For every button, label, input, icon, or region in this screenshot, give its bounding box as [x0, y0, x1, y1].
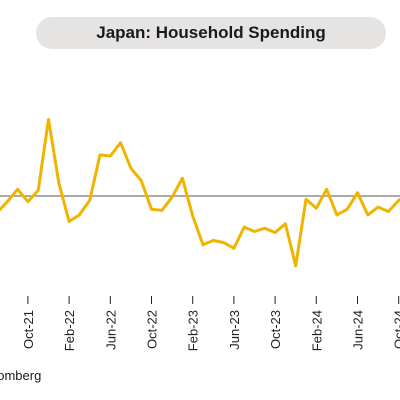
data-point [294, 264, 297, 268]
data-point [397, 199, 400, 202]
data-point [191, 214, 194, 218]
data-point [222, 241, 225, 244]
data-point [26, 200, 30, 203]
data-point [6, 200, 9, 203]
data-point [273, 231, 277, 234]
data-point [170, 195, 174, 199]
data-point [47, 118, 50, 121]
data-point [16, 188, 19, 191]
data-point [335, 213, 339, 217]
data-point [150, 208, 153, 211]
data-point [387, 210, 390, 213]
data-point [98, 153, 102, 157]
data-point [346, 208, 349, 211]
data-point [376, 205, 380, 209]
x-tick-label: Feb-24 [309, 310, 324, 351]
data-point [315, 207, 318, 210]
x-tick-label: Jun-23 [227, 310, 242, 350]
data-point [304, 198, 308, 201]
data-point [119, 141, 122, 144]
x-tick-label: Oct-23 [268, 310, 283, 349]
data-point [109, 154, 112, 158]
data-point [37, 189, 40, 192]
data-point [181, 177, 184, 180]
x-tick-label: Oct-21 [21, 310, 36, 349]
series-line [0, 117, 400, 268]
data-point [232, 246, 236, 250]
data-point [88, 199, 91, 202]
chart-title: Japan: Household Spending [96, 23, 326, 42]
data-point [129, 167, 133, 170]
x-tick-label: Oct-24 [392, 310, 400, 349]
data-point [325, 188, 328, 191]
data-point [243, 225, 246, 229]
data-point [78, 213, 81, 217]
data-point [284, 222, 287, 225]
data-point [160, 209, 163, 212]
data-point [356, 191, 359, 194]
data-point [67, 220, 71, 223]
x-tick-label: Feb-22 [62, 310, 77, 351]
chart-title-pill: Japan: Household Spending [36, 17, 386, 49]
data-point [57, 181, 60, 184]
x-tick-label: Jun-24 [351, 310, 366, 350]
source-note: oomberg [0, 368, 42, 383]
data-point [366, 213, 369, 217]
data-point [201, 243, 205, 247]
x-tick-label: Jun-22 [103, 310, 118, 350]
data-point [263, 226, 266, 230]
x-tick-label: Feb-23 [186, 310, 201, 351]
x-tick-label: Oct-22 [145, 310, 160, 349]
data-point [212, 239, 215, 242]
data-point [140, 179, 143, 182]
data-point [253, 230, 256, 233]
